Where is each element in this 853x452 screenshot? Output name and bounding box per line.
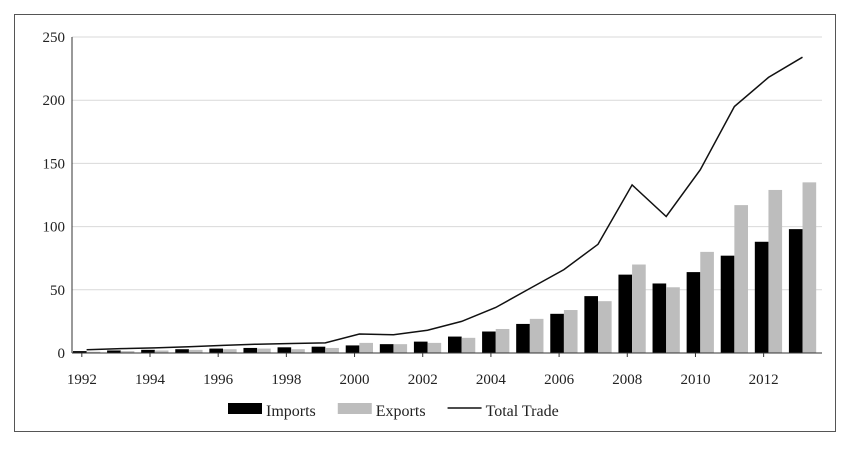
- x-tick-label: 2010: [680, 372, 710, 388]
- exports-bar-1999: [325, 347, 339, 353]
- imports-bar-2001: [379, 344, 394, 353]
- exports-bar-1994: [154, 350, 169, 353]
- exports-bar-2002: [427, 342, 442, 353]
- x-tick-label: 2008: [612, 372, 642, 388]
- imports-bar-1993: [107, 350, 121, 353]
- exports-bar-2006: [563, 310, 578, 353]
- exports-bar-1995: [188, 349, 203, 353]
- exports-bar-2004: [495, 328, 510, 353]
- bars: [73, 182, 817, 353]
- exports-bar-1996: [223, 349, 237, 353]
- imports-bar-2009: [652, 283, 667, 353]
- imports-bar-1999: [311, 346, 326, 353]
- x-tick-label: 2006: [544, 372, 575, 388]
- imports-bar-2010: [686, 272, 701, 353]
- exports-bar-2013: [802, 182, 817, 353]
- x-tick-label: 1996: [203, 372, 234, 388]
- exports-bar-2005: [529, 318, 544, 353]
- axes: [71, 37, 822, 354]
- exports-bar-1993: [120, 351, 135, 353]
- imports-bar-1996: [209, 348, 223, 353]
- imports-bar-2012: [754, 241, 769, 353]
- x-tick-label: 2004: [476, 372, 507, 388]
- total-trade-legend-label: Total Trade: [486, 403, 559, 420]
- y-tick-label: 0: [58, 346, 66, 362]
- exports-bar-2008: [632, 264, 646, 353]
- imports-bar-1994: [141, 349, 155, 353]
- y-tick-label: 150: [43, 156, 66, 172]
- imports-legend-label: Imports: [266, 403, 316, 420]
- exports-bar-1992: [86, 351, 101, 353]
- exports-bar-2007: [598, 301, 612, 353]
- imports-bar-2000: [345, 345, 360, 353]
- x-tick-label: 2002: [408, 372, 438, 388]
- x-tick-label: 1994: [135, 372, 166, 388]
- chart-frame: [14, 14, 836, 432]
- imports-bar-1995: [175, 349, 189, 353]
- exports-legend-label: Exports: [376, 403, 426, 420]
- imports-bar-2013: [788, 229, 803, 353]
- y-tick-label: 100: [43, 220, 66, 236]
- x-tick-label: 2012: [749, 372, 779, 388]
- exports-bar-2001: [393, 344, 408, 353]
- imports-bar-2005: [516, 323, 530, 353]
- legend: Imports Exports Total Trade: [228, 403, 559, 420]
- exports-bar-2009: [666, 287, 680, 353]
- imports-bar-1997: [243, 347, 258, 353]
- x-tick-labels: 1992 1994 1996 1998 2000 2002 2004 2006 2008 2010…: [67, 353, 779, 388]
- exports-bar-1998: [291, 349, 305, 353]
- imports-bar-2003: [448, 336, 462, 353]
- exports-bar-2003: [461, 337, 476, 353]
- exports-bar-2012: [768, 189, 783, 353]
- imports-bar-2011: [720, 255, 735, 353]
- imports-bar-2007: [584, 296, 598, 353]
- y-tick-label: 200: [43, 93, 66, 109]
- exports-bar-1997: [257, 348, 271, 353]
- total-trade-series-line: [86, 56, 803, 351]
- exports-bar-2000: [359, 342, 373, 353]
- imports-bar-2002: [413, 341, 428, 353]
- imports-bar-2006: [550, 313, 564, 353]
- y-tick-label: 250: [43, 30, 66, 46]
- y-tick-labels: 0 50 100 150 200 250: [43, 30, 66, 362]
- x-tick-label: 1998: [271, 372, 301, 388]
- imports-bar-2004: [482, 331, 496, 353]
- imports-bar-1992: [73, 351, 87, 353]
- y-tick-label: 50: [50, 283, 65, 299]
- exports-legend-swatch: [337, 403, 372, 414]
- total-trade-line: [86, 56, 803, 351]
- x-tick-label: 2000: [340, 372, 370, 388]
- imports-legend-swatch: [228, 403, 262, 414]
- x-tick-label: 1992: [67, 372, 97, 388]
- imports-bar-1998: [277, 347, 292, 353]
- exports-bar-2010: [700, 251, 714, 353]
- exports-bar-2011: [734, 205, 748, 353]
- imports-bar-2008: [618, 274, 633, 353]
- gridlines: [72, 36, 822, 291]
